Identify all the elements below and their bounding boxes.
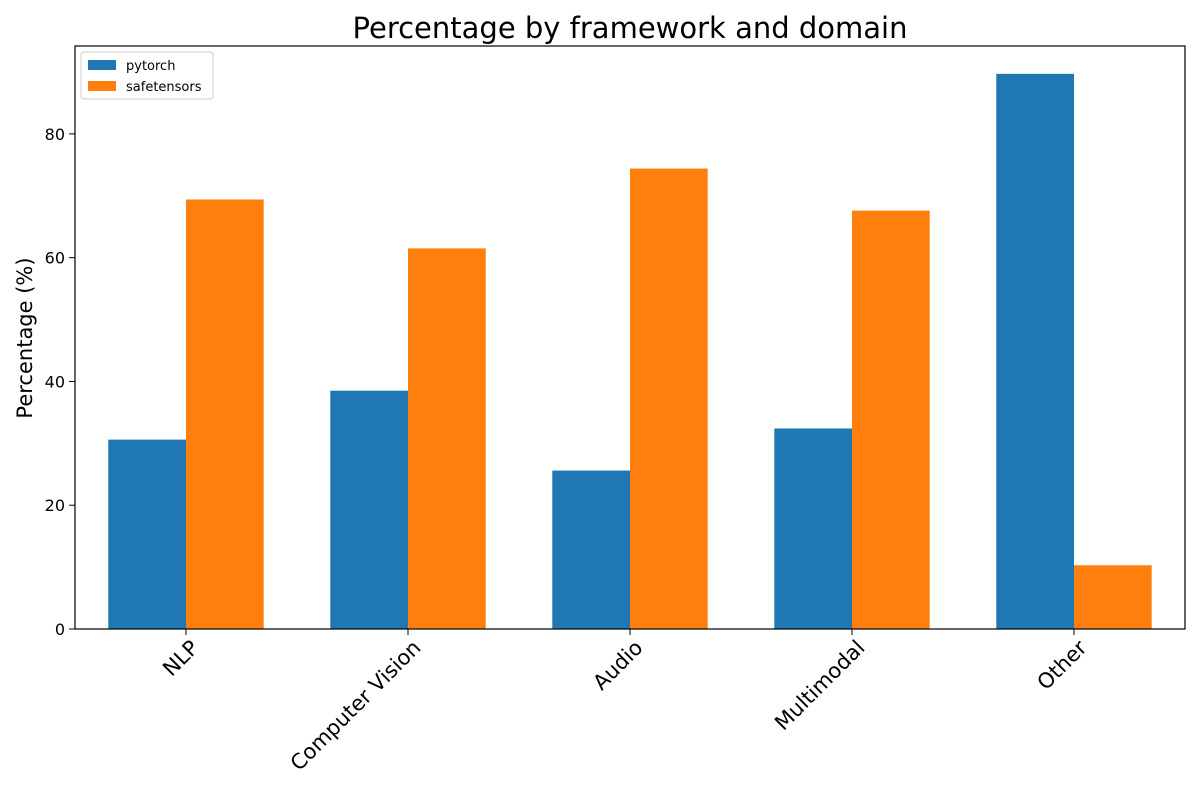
y-tick-label: 60	[45, 249, 65, 268]
bar-pytorch-audio	[552, 470, 630, 629]
legend-label-safetensors: safetensors	[126, 80, 202, 95]
x-tick-label-nlp: NLP	[158, 636, 203, 681]
y-tick-label: 20	[45, 496, 65, 515]
legend-swatch-pytorch	[88, 60, 116, 70]
bar-safetensors-nlp	[186, 199, 264, 629]
bar-pytorch-nlp	[108, 439, 186, 629]
bars-group	[108, 73, 1152, 630]
legend-swatch-safetensors	[88, 81, 116, 91]
chart-title: Percentage by framework and domain	[353, 11, 908, 45]
x-tick-label-audio: Audio	[588, 636, 647, 695]
y-tick-label: 0	[55, 620, 65, 639]
y-tick-label: 40	[45, 372, 65, 391]
bar-safetensors-computer-vision	[408, 248, 486, 630]
bar-pytorch-computer-vision	[330, 390, 408, 629]
x-ticks-group: NLP Computer Vision Audio Multimodal Other	[158, 629, 1092, 775]
bar-safetensors-other	[1074, 565, 1152, 629]
x-tick-label-multimodal: Multimodal	[770, 636, 869, 735]
bar-safetensors-audio	[630, 168, 708, 630]
bar-pytorch-multimodal	[774, 428, 852, 629]
legend-label-pytorch: pytorch	[126, 59, 175, 74]
bar-pytorch-other	[996, 73, 1074, 629]
y-tick-label: 80	[45, 125, 65, 144]
plot-frame	[74, 45, 1186, 630]
bar-safetensors-multimodal	[852, 210, 930, 629]
y-axis-label: Percentage (%)	[13, 257, 37, 418]
y-ticks-group: 0 20 40 60 80	[45, 125, 75, 639]
x-tick-label-computer-vision: Computer Vision	[286, 636, 426, 776]
x-tick-label-other: Other	[1032, 635, 1091, 694]
legend: pytorch safetensors	[80, 51, 214, 100]
